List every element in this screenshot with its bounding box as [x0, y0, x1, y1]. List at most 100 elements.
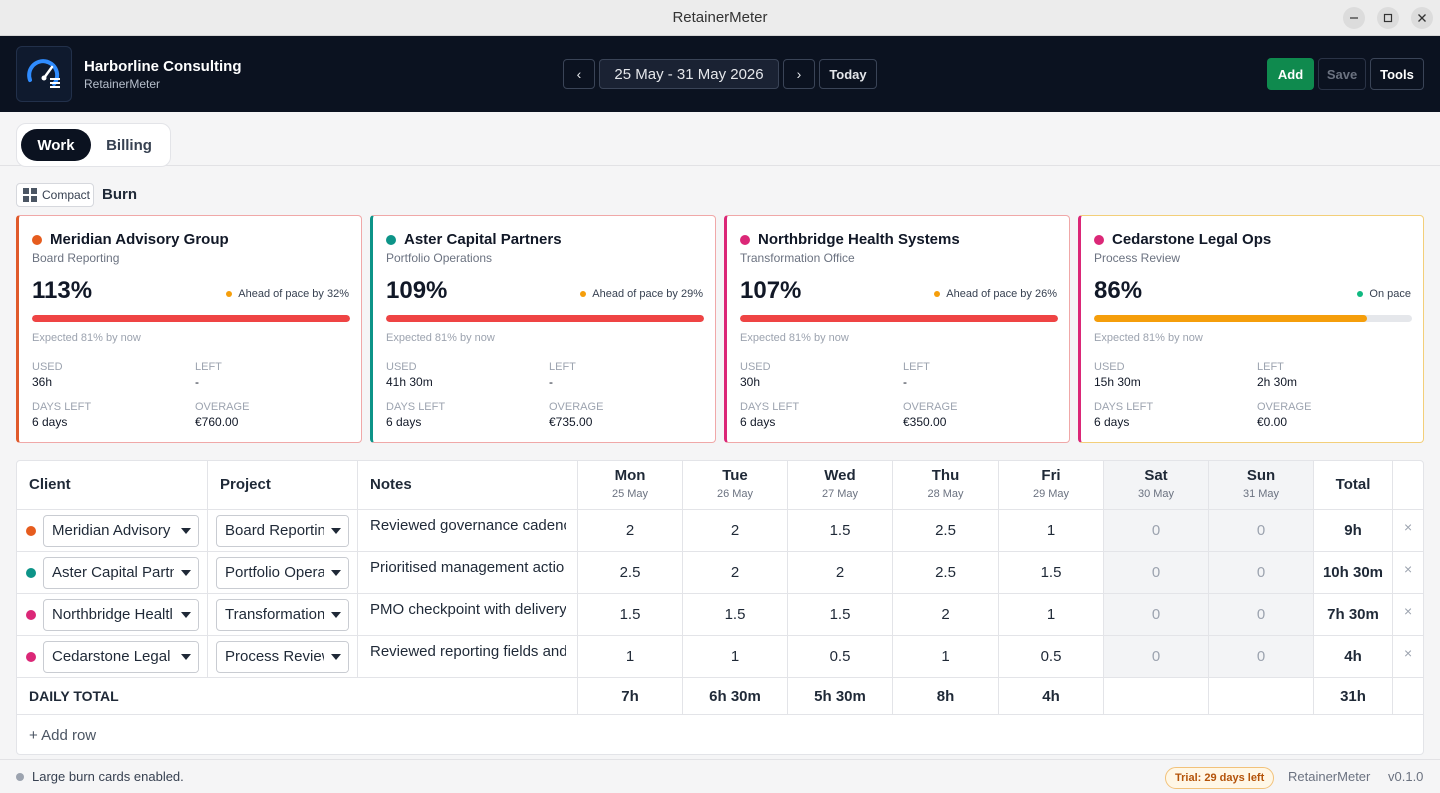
hours-input[interactable]: 1.5 [724, 606, 746, 623]
burn-card[interactable]: Cedarstone Legal Ops Process Review 86% On … [1078, 215, 1424, 443]
hours-input[interactable]: 2.5 [935, 522, 956, 539]
client-select[interactable]: Northbridge Healtl [43, 599, 199, 631]
client-color-dot [26, 568, 36, 578]
hours-input[interactable]: 1.5 [829, 522, 851, 539]
burn-card[interactable]: Meridian Advisory Group Board Reporting 11… [16, 215, 362, 443]
hours-input[interactable]: 1.5 [829, 606, 851, 623]
column-header-day: Sun 31 May [1209, 461, 1314, 510]
window-titlebar: RetainerMeter [0, 0, 1440, 36]
hours-cell: 0 [1209, 594, 1314, 636]
expected-text: Expected 81% by now [386, 332, 495, 344]
burn-card[interactable]: Aster Capital Partners Portfolio Operatio… [370, 215, 716, 443]
tab-work[interactable]: Work [21, 129, 91, 161]
hours-input[interactable]: 0 [1151, 606, 1161, 623]
hours-cell: 2.5 [578, 552, 683, 594]
notes-input[interactable]: Prioritised management actio [370, 559, 565, 576]
hours-cell: 0 [1209, 510, 1314, 552]
hours-input[interactable]: 2.5 [935, 564, 956, 581]
client-select-value: Meridian Advisory [52, 522, 171, 539]
project-select-value: Transformation [225, 606, 326, 623]
hours-input[interactable]: 0 [1151, 564, 1161, 581]
close-button[interactable] [1411, 7, 1433, 29]
left-value: - [195, 375, 199, 389]
today-button[interactable]: Today [819, 59, 877, 89]
hours-input[interactable]: 2.5 [619, 564, 641, 581]
pace-indicator: On pace [1357, 288, 1411, 300]
burn-progress-fill [1094, 315, 1368, 322]
hours-input[interactable]: 1 [625, 648, 635, 665]
hours-input[interactable]: 2 [730, 564, 740, 581]
project-select[interactable]: Portfolio Opera [216, 557, 349, 589]
hours-input[interactable]: 2 [625, 522, 635, 539]
notes-input[interactable]: Reviewed reporting fields and [370, 643, 566, 660]
prev-week-button[interactable]: ‹ [563, 59, 595, 89]
hours-input[interactable]: 0.5 [1040, 648, 1062, 665]
daily-total-cell: 6h 30m [683, 678, 788, 715]
client-select[interactable]: Cedarstone Legal ( [43, 641, 199, 673]
notes-cell: Reviewed reporting fields and [358, 636, 578, 678]
hours-cell: 2 [578, 510, 683, 552]
client-select[interactable]: Meridian Advisory [43, 515, 199, 547]
tools-button[interactable]: Tools [1370, 58, 1424, 90]
date-range-button[interactable]: 25 May - 31 May 2026 [599, 59, 779, 89]
hours-input[interactable]: 1.5 [619, 606, 641, 623]
project-select[interactable]: Board Reportin [216, 515, 349, 547]
expected-text: Expected 81% by now [1094, 332, 1203, 344]
hours-input[interactable]: 0 [1256, 564, 1266, 581]
hours-input[interactable]: 1.5 [1040, 564, 1062, 581]
hours-input[interactable]: 0 [1151, 522, 1161, 539]
client-color-dot [1094, 235, 1104, 245]
hours-input[interactable]: 0 [1256, 522, 1266, 539]
hours-cell: 1 [893, 636, 999, 678]
minimize-button[interactable] [1343, 7, 1365, 29]
maximize-button[interactable] [1377, 7, 1399, 29]
tab-billing[interactable]: Billing [106, 136, 152, 154]
hours-input[interactable]: 2 [835, 564, 845, 581]
hours-cell: 0 [1209, 552, 1314, 594]
hours-input[interactable]: 1 [730, 648, 740, 665]
add-button[interactable]: Add [1267, 58, 1314, 90]
delete-row-icon[interactable]: × [1404, 561, 1413, 577]
left-label: LEFT [549, 361, 576, 373]
used-value: 15h 30m [1094, 375, 1141, 389]
scrollbar[interactable] [1432, 170, 1440, 755]
delete-row-icon[interactable]: × [1404, 645, 1413, 661]
compact-toggle-button[interactable]: Compact [16, 183, 94, 207]
pace-text: Ahead of pace by 29% [592, 288, 703, 300]
hours-input[interactable]: 2 [941, 606, 950, 623]
daily-total-cell: 4h [999, 678, 1104, 715]
card-burn-percent: 113% [32, 277, 93, 304]
timesheet-table: Client Project Notes Mon 25 May Tue 26 May Wed 2… [16, 460, 1424, 755]
client-color-dot [386, 235, 396, 245]
client-select[interactable]: Aster Capital Partn [43, 557, 199, 589]
hours-input[interactable]: 1 [941, 648, 950, 665]
notes-cell: Prioritised management actio [358, 552, 578, 594]
burn-section-title: Burn [102, 186, 137, 203]
hours-input[interactable]: 0 [1256, 648, 1266, 665]
day-name: Thu [931, 467, 960, 484]
notes-input[interactable]: Reviewed governance cadence [370, 517, 566, 534]
add-row-button[interactable]: + Add row [29, 727, 97, 744]
grid-icon [23, 188, 37, 202]
project-select[interactable]: Transformation [216, 599, 349, 631]
trial-badge[interactable]: Trial: 29 days left [1165, 767, 1275, 789]
status-indicator-icon [16, 773, 24, 781]
hours-input[interactable]: 0 [1151, 648, 1161, 665]
hours-input[interactable]: 0.5 [829, 648, 851, 665]
row-total: 9h [1344, 522, 1362, 539]
hours-input[interactable]: 2 [730, 522, 740, 539]
next-week-button[interactable]: › [783, 59, 815, 89]
save-button[interactable]: Save [1318, 58, 1366, 90]
project-select[interactable]: Process Review [216, 641, 349, 673]
hours-input[interactable]: 1 [1046, 522, 1056, 539]
delete-row-icon[interactable]: × [1404, 603, 1413, 619]
notes-input[interactable]: PMO checkpoint with delivery [370, 601, 566, 618]
left-label: LEFT [1257, 361, 1284, 373]
hours-input[interactable]: 1 [1046, 606, 1056, 623]
burn-card[interactable]: Northbridge Health Systems Transformation… [724, 215, 1070, 443]
client-color-dot [26, 526, 36, 536]
hours-cell: 1 [683, 636, 788, 678]
hours-input[interactable]: 0 [1256, 606, 1266, 623]
delete-row-icon[interactable]: × [1404, 519, 1413, 535]
burn-progress-bar [740, 315, 1058, 322]
